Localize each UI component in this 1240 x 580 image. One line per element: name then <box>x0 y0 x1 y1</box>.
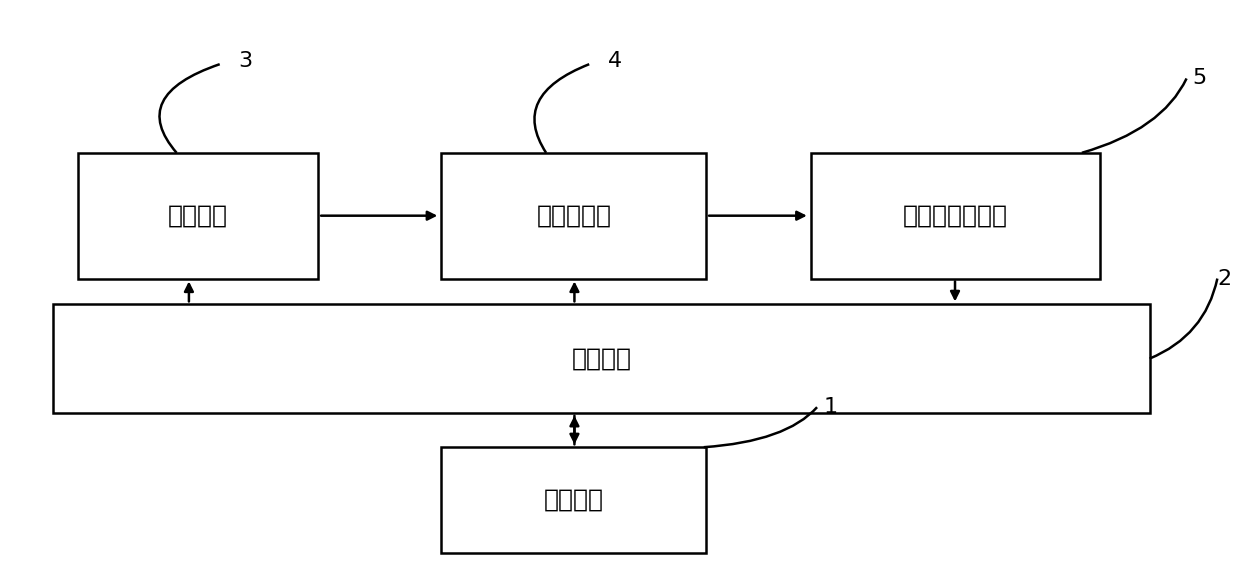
Text: 4: 4 <box>608 52 621 71</box>
Text: 测试主机: 测试主机 <box>544 488 604 512</box>
Bar <box>53 304 1149 413</box>
Text: 5: 5 <box>1193 68 1207 89</box>
Text: 电机控制器: 电机控制器 <box>537 204 611 228</box>
Text: 1: 1 <box>823 397 837 417</box>
Text: 相电压采集模块: 相电压采集模块 <box>903 204 1008 228</box>
Text: 仿真装置: 仿真装置 <box>572 347 631 371</box>
Text: 2: 2 <box>1218 269 1231 289</box>
Text: 3: 3 <box>238 52 252 71</box>
Bar <box>441 447 707 553</box>
Bar <box>441 153 707 278</box>
Text: 程控电源: 程控电源 <box>169 204 228 228</box>
Bar <box>811 153 1100 278</box>
Bar <box>78 153 319 278</box>
